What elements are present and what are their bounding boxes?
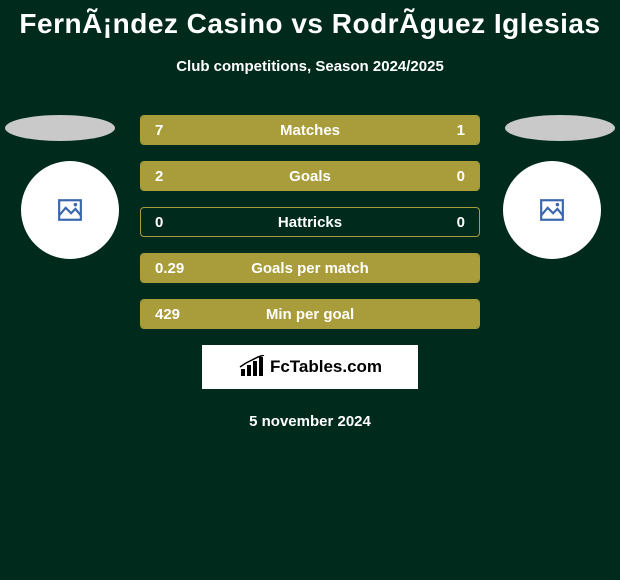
- stat-label: Min per goal: [266, 306, 354, 323]
- stat-value-left: 0.29: [155, 260, 184, 277]
- stat-label: Matches: [280, 122, 340, 139]
- content-area: 7 Matches 1 2 Goals 0 0 Hattricks 0 0.29 Goals per…: [0, 115, 620, 430]
- stat-row: 0 Hattricks 0: [140, 207, 480, 237]
- shadow-ellipse-right: [505, 115, 615, 141]
- bar-left: [141, 116, 405, 144]
- stats-container: 7 Matches 1 2 Goals 0 0 Hattricks 0 0.29 Goals per…: [140, 115, 480, 329]
- stat-row: 2 Goals 0: [140, 161, 480, 191]
- bar-right: [405, 116, 479, 144]
- subtitle: Club competitions, Season 2024/2025: [0, 58, 620, 75]
- page-title: FernÃ¡ndez Casino vs RodrÃ­guez Iglesias: [0, 0, 620, 40]
- player-left: [5, 115, 119, 259]
- stat-value-right: 1: [457, 122, 465, 139]
- image-placeholder-icon: [538, 197, 566, 223]
- stat-row: 429 Min per goal: [140, 299, 480, 329]
- stat-value-left: 7: [155, 122, 163, 139]
- logo-box: FcTables.com: [202, 345, 418, 389]
- logo-text: FcTables.com: [270, 357, 382, 377]
- avatar-left: [21, 161, 119, 259]
- stat-label: Goals per match: [251, 260, 369, 277]
- stat-value-left: 2: [155, 168, 163, 185]
- stat-value-left: 0: [155, 214, 163, 231]
- stat-row: 7 Matches 1: [140, 115, 480, 145]
- avatar-right: [503, 161, 601, 259]
- image-placeholder-icon: [56, 197, 84, 223]
- chart-icon: [238, 355, 266, 379]
- stat-label: Goals: [289, 168, 331, 185]
- player-right: [505, 115, 615, 259]
- stat-label: Hattricks: [278, 214, 342, 231]
- stat-value-left: 429: [155, 306, 180, 323]
- stat-value-right: 0: [457, 168, 465, 185]
- stat-row: 0.29 Goals per match: [140, 253, 480, 283]
- shadow-ellipse-left: [5, 115, 115, 141]
- date-text: 5 november 2024: [0, 413, 620, 430]
- stat-value-right: 0: [457, 214, 465, 231]
